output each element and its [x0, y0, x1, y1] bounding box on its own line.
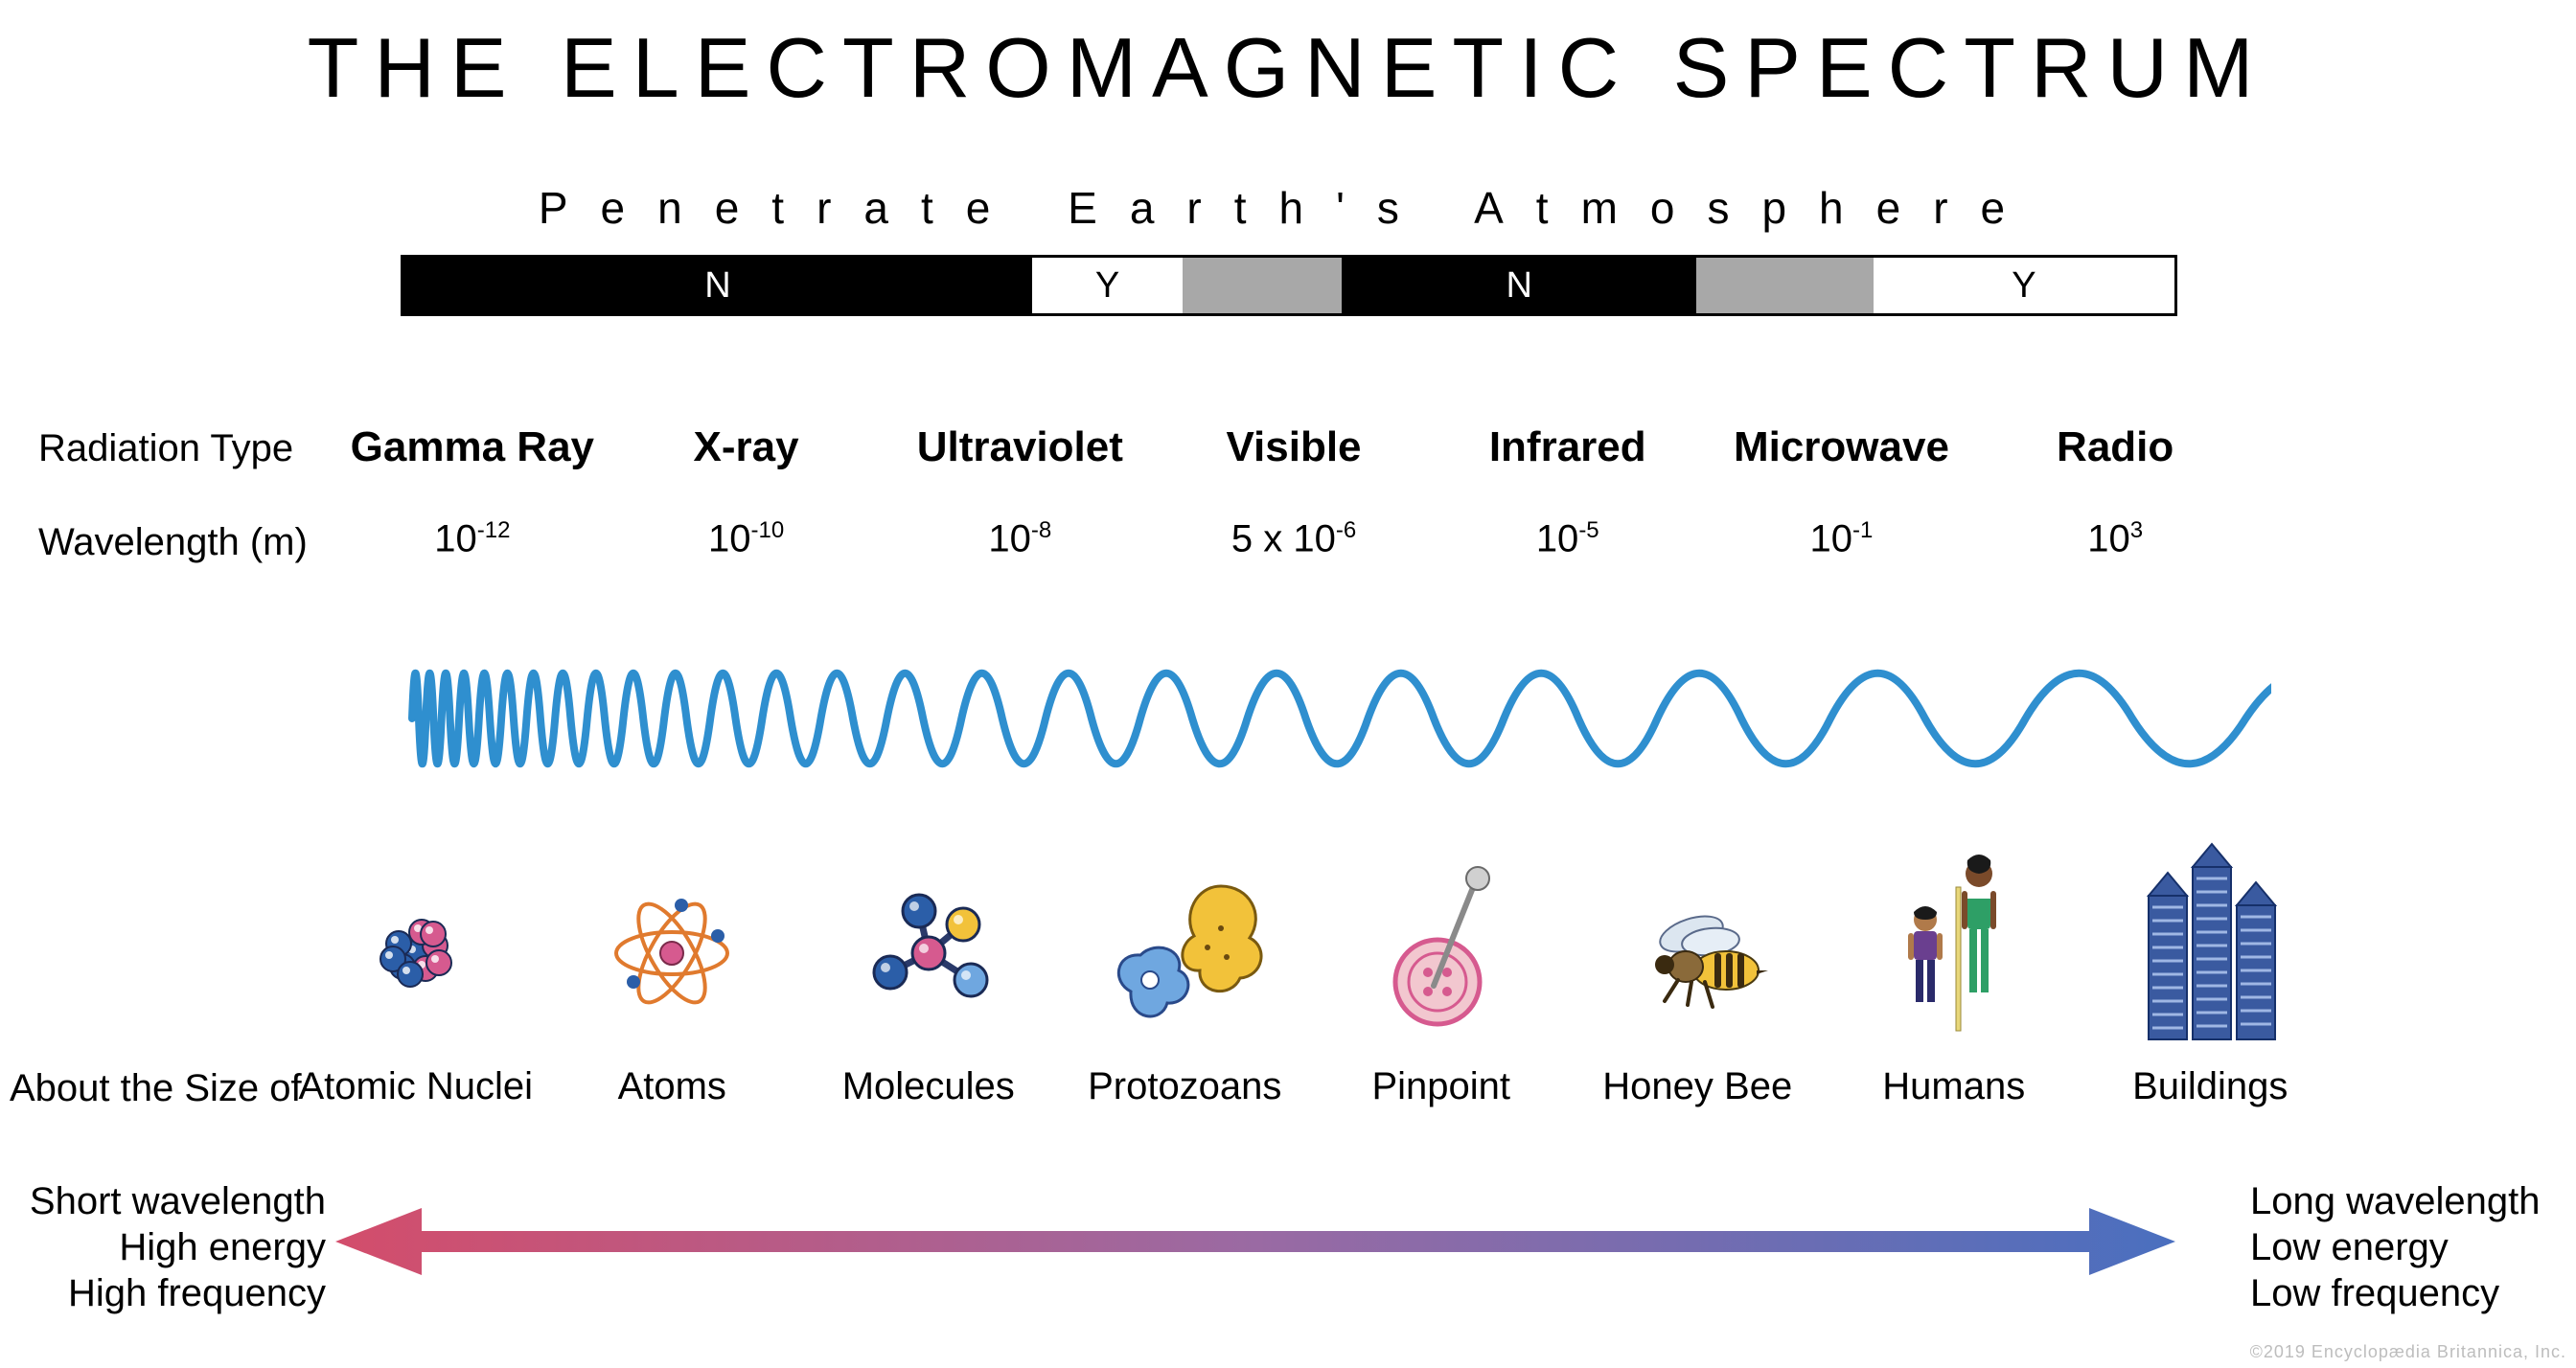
size-label: Molecules	[800, 1065, 1057, 1113]
size-labels-row: Atomic NucleiAtomsMoleculesProtozoansPin…	[288, 1065, 2338, 1113]
size-icon-cell	[288, 853, 544, 1044]
bee-icon	[1616, 857, 1779, 1039]
size-icon-cell	[2082, 853, 2339, 1044]
wavelength-value: 10-8	[883, 517, 1157, 565]
wavelength-value: 5 x 10-6	[1157, 517, 1431, 565]
wavelength-value: 10-12	[335, 517, 610, 565]
humans-icon	[1873, 857, 2036, 1039]
molecule-icon	[847, 857, 1010, 1039]
size-icon-cell	[544, 853, 801, 1044]
penetration-segment	[1183, 258, 1342, 313]
wavelength-value: 10-5	[1431, 517, 1705, 565]
size-label: Humans	[1826, 1065, 2082, 1113]
pinpoint-icon	[1360, 857, 1523, 1039]
wavelengths-row: 10-1210-1010-85 x 10-610-510-1103	[335, 517, 2252, 565]
atom-icon	[590, 857, 753, 1039]
radiation-type: Ultraviolet	[883, 423, 1157, 471]
radiation-type: X-ray	[610, 423, 884, 471]
size-icons-row	[288, 853, 2338, 1044]
size-label: Pinpoint	[1313, 1065, 1570, 1113]
penetration-subtitle: Penetrate Earth's Atmosphere	[0, 182, 2576, 234]
arrow-left-text: Short wavelengthHigh energyHigh frequenc…	[10, 1178, 326, 1316]
buildings-icon	[2128, 857, 2291, 1039]
nuclei-icon	[334, 857, 497, 1039]
radiation-type: Radio	[1978, 423, 2252, 471]
radiation-type-label: Radiation Type	[38, 427, 293, 470]
watermark-text: ©2019 Encyclopædia Britannica, Inc.	[2250, 1342, 2566, 1362]
size-icon-cell	[1826, 853, 2082, 1044]
radiation-types-row: Gamma RayX-rayUltravioletVisibleInfrared…	[335, 423, 2252, 471]
wave-path	[412, 673, 2271, 764]
wavelength-label: Wavelength (m)	[38, 521, 308, 564]
radiation-type: Infrared	[1431, 423, 1705, 471]
spectrum-arrow	[335, 1203, 2175, 1280]
protozoan-icon	[1103, 857, 1266, 1039]
penetration-bar: NYNY	[401, 255, 2177, 316]
size-label: Buildings	[2082, 1065, 2339, 1113]
wave-graphic	[393, 632, 2271, 805]
penetration-segment: Y	[1874, 258, 2174, 313]
size-row-label: About the Size of	[10, 1067, 302, 1110]
radiation-type: Microwave	[1705, 423, 1979, 471]
size-icon-cell	[1313, 853, 1570, 1044]
spectrum-diagram: THE ELECTROMAGNETIC SPECTRUM Penetrate E…	[0, 0, 2576, 1368]
wavelength-value: 10-1	[1705, 517, 1979, 565]
size-icon-cell	[1057, 853, 1314, 1044]
size-icon-cell	[800, 853, 1057, 1044]
radiation-type: Visible	[1157, 423, 1431, 471]
size-label: Protozoans	[1057, 1065, 1314, 1113]
radiation-type: Gamma Ray	[335, 423, 610, 471]
arrow-right-text: Long wavelengthLow energyLow frequency	[2250, 1178, 2566, 1316]
penetration-segment	[1696, 258, 1874, 313]
penetration-segment: N	[403, 258, 1032, 313]
size-icon-cell	[1570, 853, 1827, 1044]
page-title: THE ELECTROMAGNETIC SPECTRUM	[0, 19, 2576, 117]
size-label: Atoms	[544, 1065, 801, 1113]
penetration-segment: Y	[1032, 258, 1183, 313]
wavelength-value: 103	[1978, 517, 2252, 565]
size-label: Atomic Nuclei	[288, 1065, 544, 1113]
wavelength-value: 10-10	[610, 517, 884, 565]
size-label: Honey Bee	[1570, 1065, 1827, 1113]
penetration-segment: N	[1342, 258, 1696, 313]
